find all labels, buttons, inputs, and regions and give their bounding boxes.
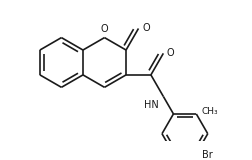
Text: CH₃: CH₃: [202, 107, 218, 116]
Text: O: O: [101, 24, 108, 34]
Text: O: O: [143, 24, 150, 33]
Text: O: O: [167, 48, 174, 58]
Text: Br: Br: [202, 150, 212, 160]
Text: HN: HN: [144, 100, 159, 110]
